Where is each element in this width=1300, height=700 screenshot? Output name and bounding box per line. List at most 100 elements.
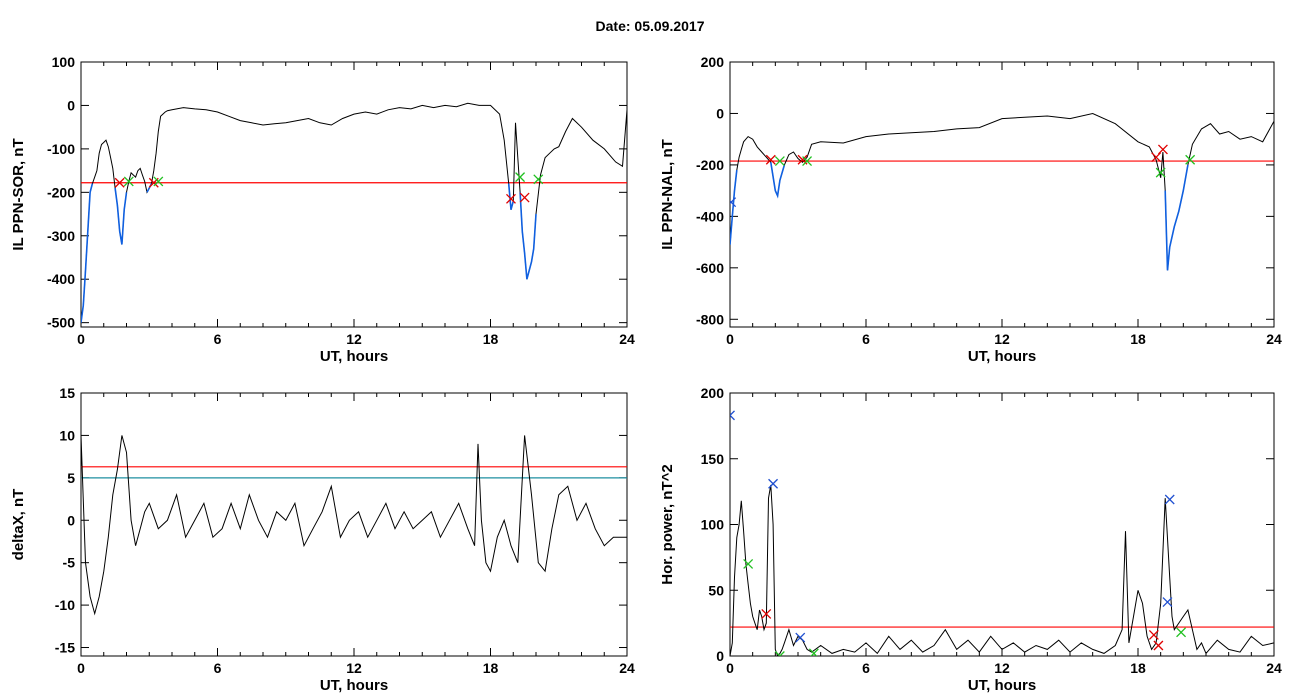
end-marker	[153, 176, 164, 187]
x-tick-label: 12	[346, 660, 362, 676]
x-tick-label: 24	[619, 660, 635, 676]
x-tick-label: 12	[994, 331, 1010, 347]
end-marker	[533, 174, 544, 185]
onset-marker	[114, 177, 125, 188]
x-tick-label: 12	[346, 331, 362, 347]
peak-marker	[1162, 597, 1173, 608]
peak-marker	[730, 410, 735, 417]
onset-marker	[519, 192, 530, 203]
end-marker	[810, 648, 819, 656]
onset-marker	[1153, 640, 1164, 651]
peak-marker	[795, 632, 806, 643]
y-tick-label: 200	[701, 54, 725, 70]
x-tick-label: 6	[862, 660, 870, 676]
onset-marker	[506, 193, 516, 204]
y-tick-label: -200	[47, 184, 75, 200]
substorm-segment	[730, 170, 738, 245]
end-marker	[123, 176, 134, 187]
y-tick-label: -100	[47, 141, 75, 157]
y-tick-label: 50	[708, 582, 724, 598]
y-tick-label: -300	[47, 228, 75, 244]
panel-ppn-sor: 0 6 12 18 24 100 0 -100 -200 -300 -400 -500 UT, hour…	[10, 54, 635, 365]
end-marker	[1155, 167, 1166, 178]
plot-frame	[80, 61, 628, 328]
peak-marker	[730, 197, 737, 205]
end-marker	[774, 651, 781, 656]
x-axis-label: UT, hours	[320, 348, 388, 365]
x-tick-label: 24	[1266, 331, 1282, 347]
onset-marker	[761, 608, 772, 619]
substorm-segment	[507, 183, 515, 210]
y-tick-label: -400	[696, 208, 724, 224]
x-axis-label: UT, hours	[968, 348, 1036, 365]
onset-marker	[1148, 630, 1159, 640]
y-tick-label: 0	[67, 97, 75, 113]
series-line	[81, 102, 627, 323]
end-marker	[774, 156, 785, 167]
series-line	[730, 484, 1274, 656]
peak-marker	[1164, 494, 1175, 505]
x-tick-label: 18	[1130, 331, 1146, 347]
x-tick-label: 0	[77, 331, 85, 347]
y-tick-label: 0	[67, 512, 75, 528]
y-tick-label: -400	[47, 271, 75, 287]
plot-area	[730, 112, 1274, 271]
onset-marker	[765, 154, 776, 165]
peak-marker	[768, 478, 779, 489]
x-tick-label: 18	[483, 331, 499, 347]
peak-marker	[730, 414, 735, 421]
y-tick-label: -500	[47, 315, 75, 331]
x-axis-label: UT, hours	[320, 677, 388, 694]
plot-frame	[729, 61, 1275, 328]
y-tick-label: 10	[59, 427, 75, 443]
end-marker	[743, 558, 754, 569]
plot-area	[81, 435, 627, 616]
substorm-segment	[1164, 164, 1189, 271]
x-tick-label: 6	[214, 331, 222, 347]
y-tick-label: -5	[63, 555, 76, 571]
substorm-segment	[519, 192, 537, 280]
y-tick-label: -600	[696, 260, 724, 276]
x-tick-label: 18	[1130, 660, 1146, 676]
y-tick-label: -10	[55, 597, 75, 613]
y-tick-label: 100	[52, 54, 76, 70]
onset-marker	[1157, 144, 1168, 155]
panel-deltax: 0 6 12 18 24 15 10 5 0 -5 -10 -15 UT, hours deltaX, n…	[10, 385, 635, 694]
y-axis-label: IL PPN-SOR, nT	[10, 138, 27, 250]
series-line	[730, 112, 1274, 271]
x-tick-label: 0	[726, 660, 734, 676]
x-tick-label: 18	[483, 660, 499, 676]
y-tick-label: 15	[59, 385, 75, 401]
x-tick-label: 12	[994, 660, 1010, 676]
y-tick-label: -800	[696, 311, 724, 327]
y-axis-label: deltaX, nT	[10, 489, 27, 561]
x-tick-label: 0	[77, 660, 85, 676]
y-tick-label: 100	[701, 517, 725, 533]
panel-hor-power: 0 6 12 18 24 200 150 100 50 0 UT, hours Hor. power,…	[659, 385, 1282, 694]
substorm-segment	[114, 187, 128, 245]
end-marker	[1176, 627, 1187, 638]
y-tick-label: -15	[55, 640, 75, 656]
x-axis-label: UT, hours	[968, 677, 1036, 694]
end-marker	[1185, 154, 1196, 165]
date-title: Date: 05.09.2017	[595, 18, 705, 34]
panel-ppn-nal: 0 6 12 18 24 200 0 -200 -400 -600 -800 UT, hours IL …	[659, 54, 1282, 365]
end-marker	[778, 651, 785, 656]
series-line	[81, 435, 627, 616]
y-tick-label: 0	[716, 648, 724, 664]
substorm-segment	[81, 183, 94, 323]
y-axis-label: Hor. power, nT^2	[659, 464, 676, 584]
y-tick-label: 0	[716, 105, 724, 121]
x-tick-label: 6	[862, 331, 870, 347]
y-axis-label: IL PPN-NAL, nT	[659, 139, 676, 250]
y-tick-label: 150	[701, 451, 725, 467]
y-tick-label: 200	[701, 385, 725, 401]
plot-area	[81, 102, 627, 323]
y-tick-label: 5	[67, 470, 75, 486]
onset-marker	[797, 154, 808, 165]
x-tick-label: 24	[619, 331, 635, 347]
plot-area	[730, 410, 1274, 656]
x-tick-label: 24	[1266, 660, 1282, 676]
substorm-segment	[770, 162, 786, 199]
